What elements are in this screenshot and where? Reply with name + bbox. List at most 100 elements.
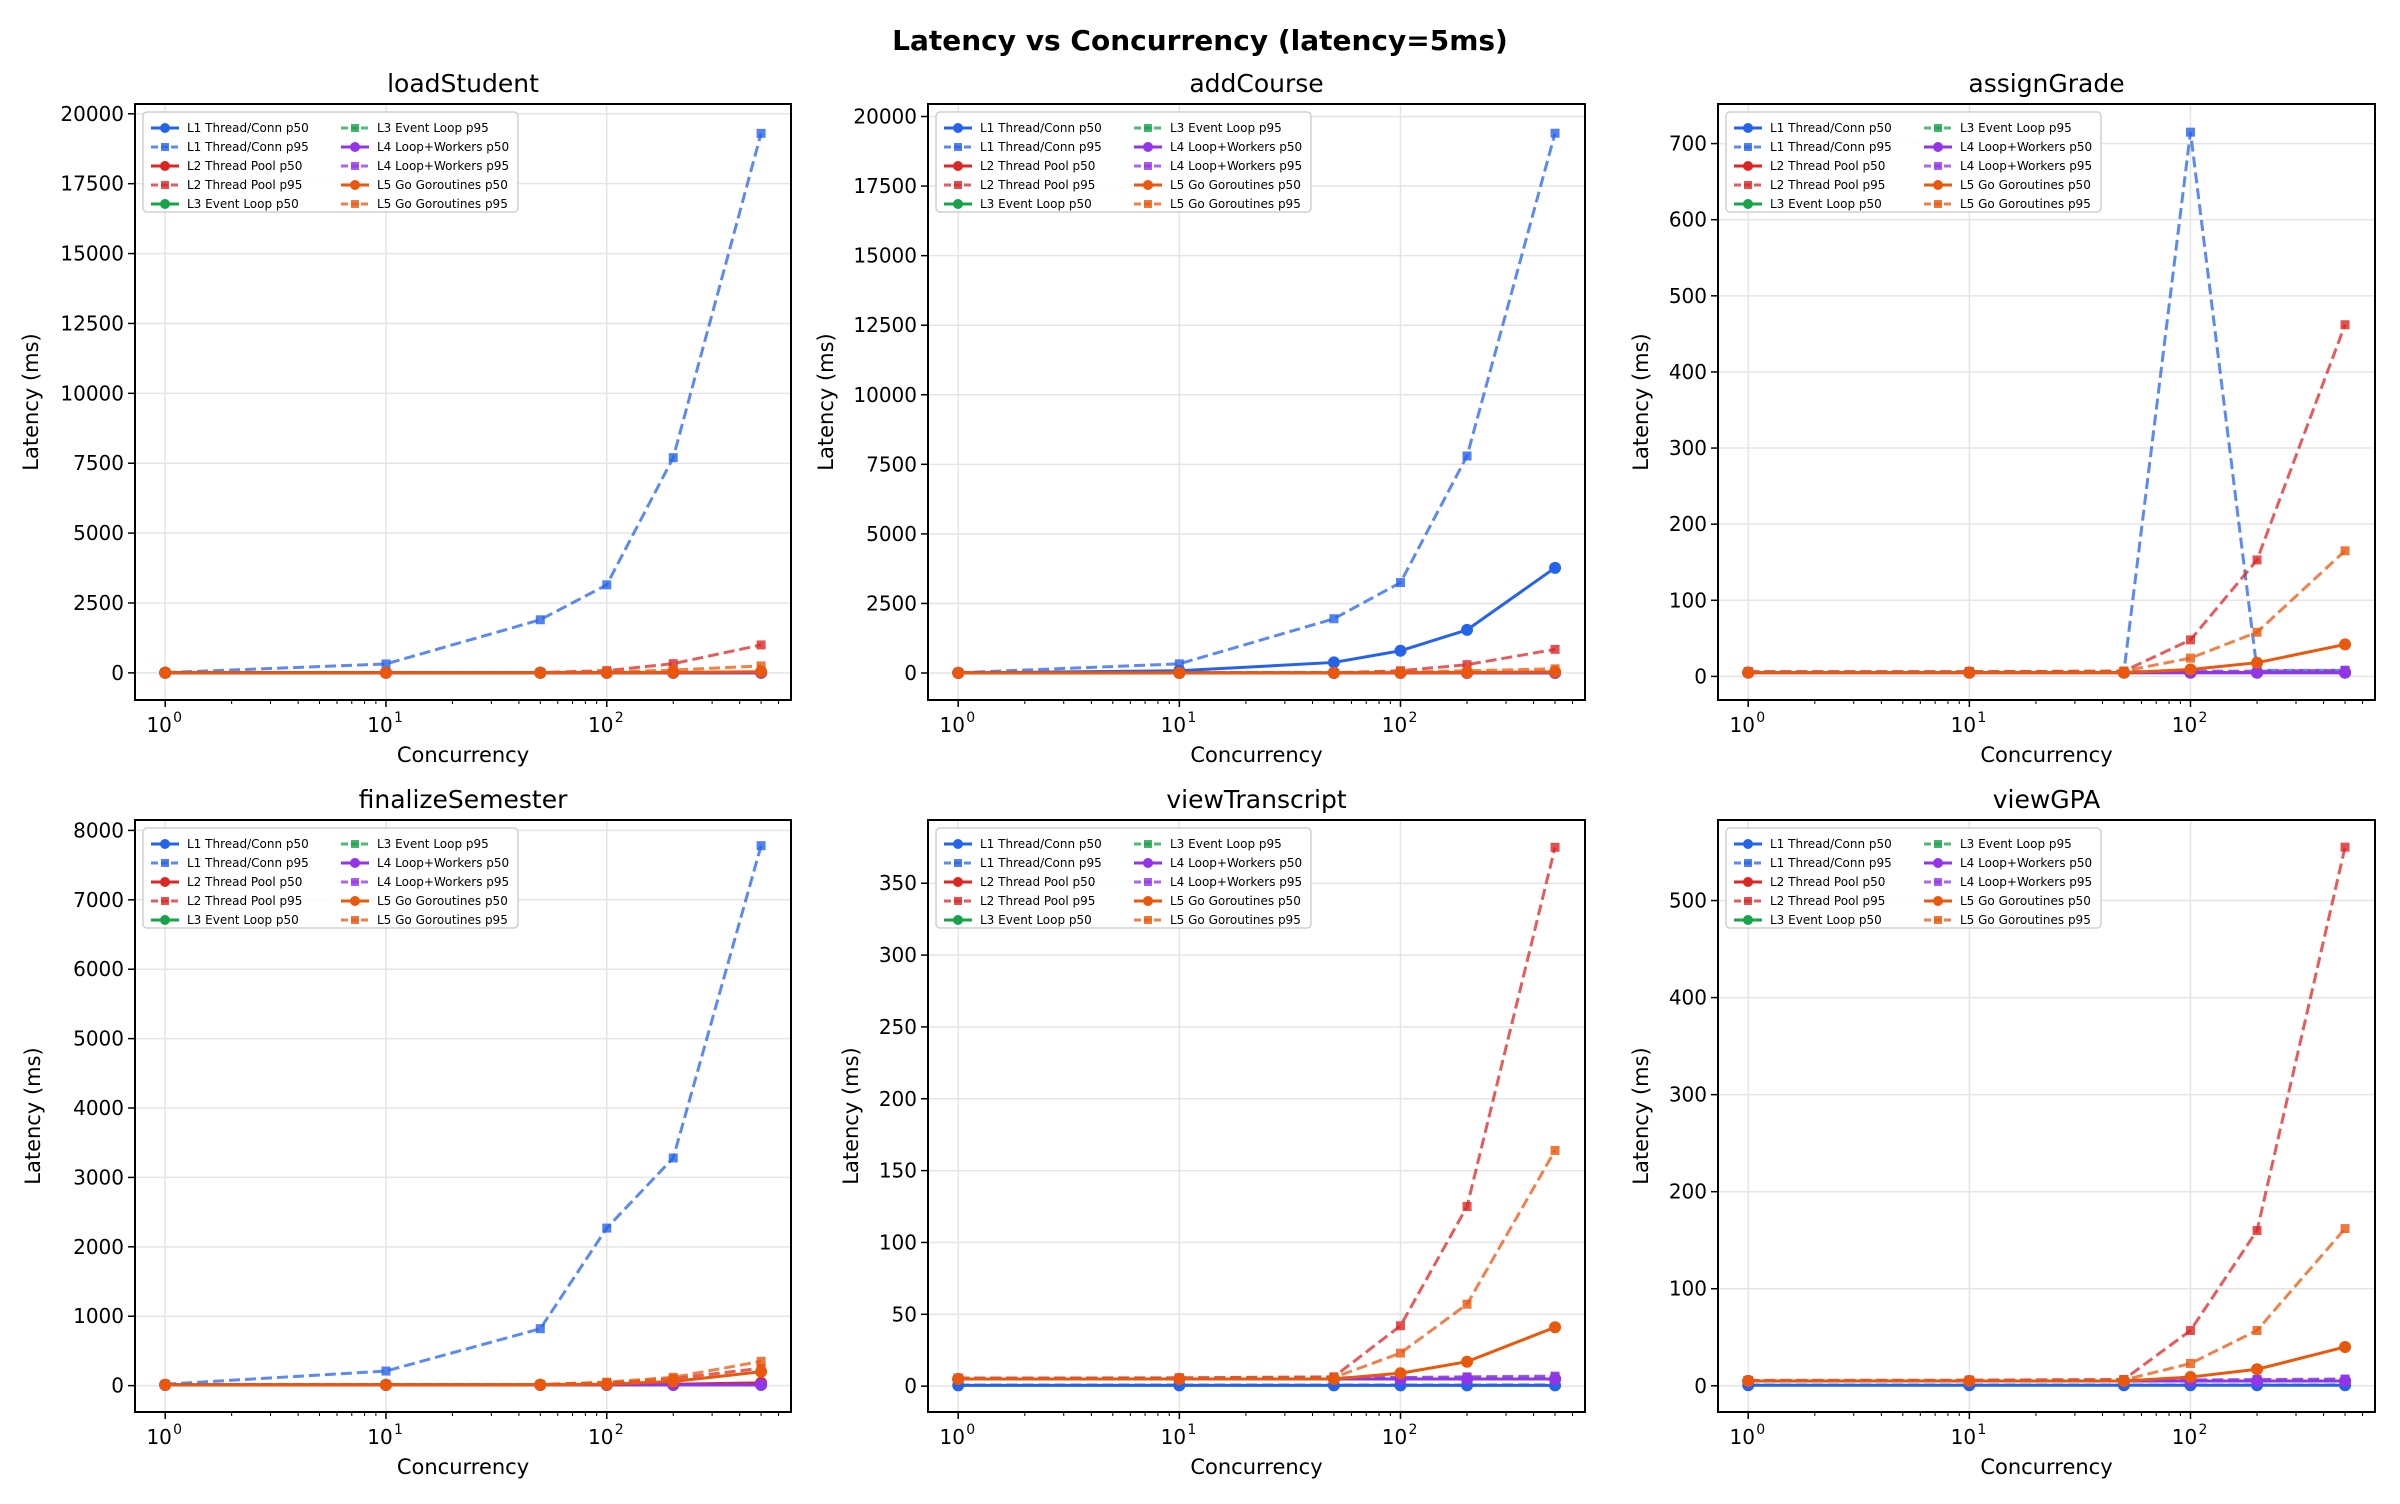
legend-marker: [1934, 878, 1942, 886]
x-tick-exponent: 1: [1977, 710, 1986, 726]
legend-marker: [160, 161, 170, 171]
data-point: [1744, 667, 1753, 676]
data-point: [536, 1324, 545, 1333]
x-tick-exponent: 1: [1977, 1422, 1986, 1438]
x-tick-label: 10: [367, 713, 392, 737]
legend-marker: [350, 180, 360, 190]
legend-marker: [1144, 162, 1152, 170]
x-tick-label: 10: [588, 1425, 613, 1449]
x-tick-label: 10: [367, 1425, 392, 1449]
legend-marker: [350, 896, 360, 906]
data-point: [669, 1153, 678, 1162]
series-line-L1 Thread/Conn p95: [958, 133, 1555, 673]
y-tick-label: 6000: [73, 957, 124, 981]
y-axis-label: Latency (ms): [19, 333, 43, 470]
data-point: [1744, 1376, 1753, 1385]
y-tick-label: 400: [1669, 360, 1707, 384]
y-tick-label: 12500: [60, 311, 124, 335]
legend-marker: [1743, 877, 1753, 887]
legend-label: L4 Loop+Workers p50: [1170, 856, 1302, 870]
data-point: [757, 129, 766, 138]
y-axis-label: Latency (ms): [21, 1047, 45, 1184]
y-tick-label: 350: [879, 871, 917, 895]
legend-marker: [953, 915, 963, 925]
legend-label: L2 Thread Pool p95: [187, 894, 302, 908]
y-tick-label: 10000: [60, 381, 124, 405]
legend-marker: [161, 897, 169, 905]
legend-label: L4 Loop+Workers p95: [377, 159, 509, 173]
legend-marker: [351, 878, 359, 886]
legend-label: L2 Thread Pool p50: [1770, 159, 1885, 173]
legend-label: L3 Event Loop p95: [377, 121, 489, 135]
legend-label: L2 Thread Pool p50: [187, 159, 302, 173]
data-point: [1175, 668, 1184, 677]
legend-label: L5 Go Goroutines p50: [377, 178, 508, 192]
data-point: [1394, 1367, 1406, 1379]
y-tick-label: 200: [1669, 1180, 1707, 1204]
x-tick-exponent: 0: [1756, 710, 1765, 726]
data-point: [1394, 645, 1406, 657]
legend-label: L2 Thread Pool p50: [187, 875, 302, 889]
data-point: [2253, 1326, 2262, 1335]
data-point: [1463, 451, 1472, 460]
data-point: [1396, 578, 1405, 587]
legend-marker: [953, 877, 963, 887]
data-point: [536, 615, 545, 624]
series-line-L1 Thread/Conn p50: [958, 568, 1555, 673]
data-point: [2119, 667, 2128, 676]
legend-label: L1 Thread/Conn p95: [980, 856, 1102, 870]
y-tick-label: 50: [892, 1302, 917, 1326]
y-tick-label: 0: [1694, 1374, 1707, 1398]
data-point: [1461, 1356, 1473, 1368]
subplot-title: viewTranscript: [1166, 785, 1346, 814]
legend-marker: [1144, 878, 1152, 886]
x-tick-exponent: 2: [615, 710, 624, 726]
legend-marker: [1143, 142, 1153, 152]
data-point: [757, 640, 766, 649]
y-tick-label: 100: [1669, 1277, 1707, 1301]
y-tick-label: 300: [879, 943, 917, 967]
data-point: [2339, 1341, 2351, 1353]
data-point: [1461, 624, 1473, 636]
legend-label: L3 Event Loop p95: [377, 837, 489, 851]
x-tick-exponent: 0: [173, 1422, 182, 1438]
legend-marker: [1934, 840, 1942, 848]
data-point: [2186, 128, 2195, 137]
legend-label: L4 Loop+Workers p95: [1960, 159, 2092, 173]
y-tick-label: 1000: [73, 1304, 124, 1328]
x-tick-label: 10: [2172, 713, 2197, 737]
legend-marker: [161, 143, 169, 151]
legend-label: L1 Thread/Conn p50: [187, 121, 309, 135]
y-tick-label: 20000: [60, 102, 124, 126]
data-point: [669, 666, 678, 675]
data-point: [2341, 320, 2350, 329]
y-tick-label: 0: [1694, 664, 1707, 688]
legend-marker: [1933, 896, 1943, 906]
data-point: [2253, 1375, 2262, 1384]
y-tick-label: 7500: [866, 452, 917, 476]
y-tick-label: 3000: [73, 1165, 124, 1189]
y-tick-label: 600: [1669, 208, 1707, 232]
data-point: [1463, 1372, 1472, 1381]
y-tick-label: 100: [879, 1230, 917, 1254]
data-point: [381, 668, 390, 677]
subplot-title: loadStudent: [387, 69, 539, 98]
data-point: [2341, 1224, 2350, 1233]
x-tick-label: 10: [939, 713, 964, 737]
legend-marker: [1933, 858, 1943, 868]
legend-marker: [1744, 859, 1752, 867]
y-tick-label: 100: [1669, 588, 1707, 612]
legend-marker: [160, 915, 170, 925]
legend-marker: [953, 199, 963, 209]
legend-label: L1 Thread/Conn p95: [1770, 856, 1892, 870]
legend-label: L2 Thread Pool p50: [980, 875, 1095, 889]
data-point: [2341, 1375, 2350, 1384]
x-tick-label: 10: [1161, 1425, 1186, 1449]
x-tick-exponent: 2: [2198, 710, 2207, 726]
legend-label: L1 Thread/Conn p95: [187, 856, 309, 870]
legend-marker: [1144, 124, 1152, 132]
legend-label: L5 Go Goroutines p50: [1960, 894, 2091, 908]
data-point: [2253, 628, 2262, 637]
legend-marker: [1934, 162, 1942, 170]
